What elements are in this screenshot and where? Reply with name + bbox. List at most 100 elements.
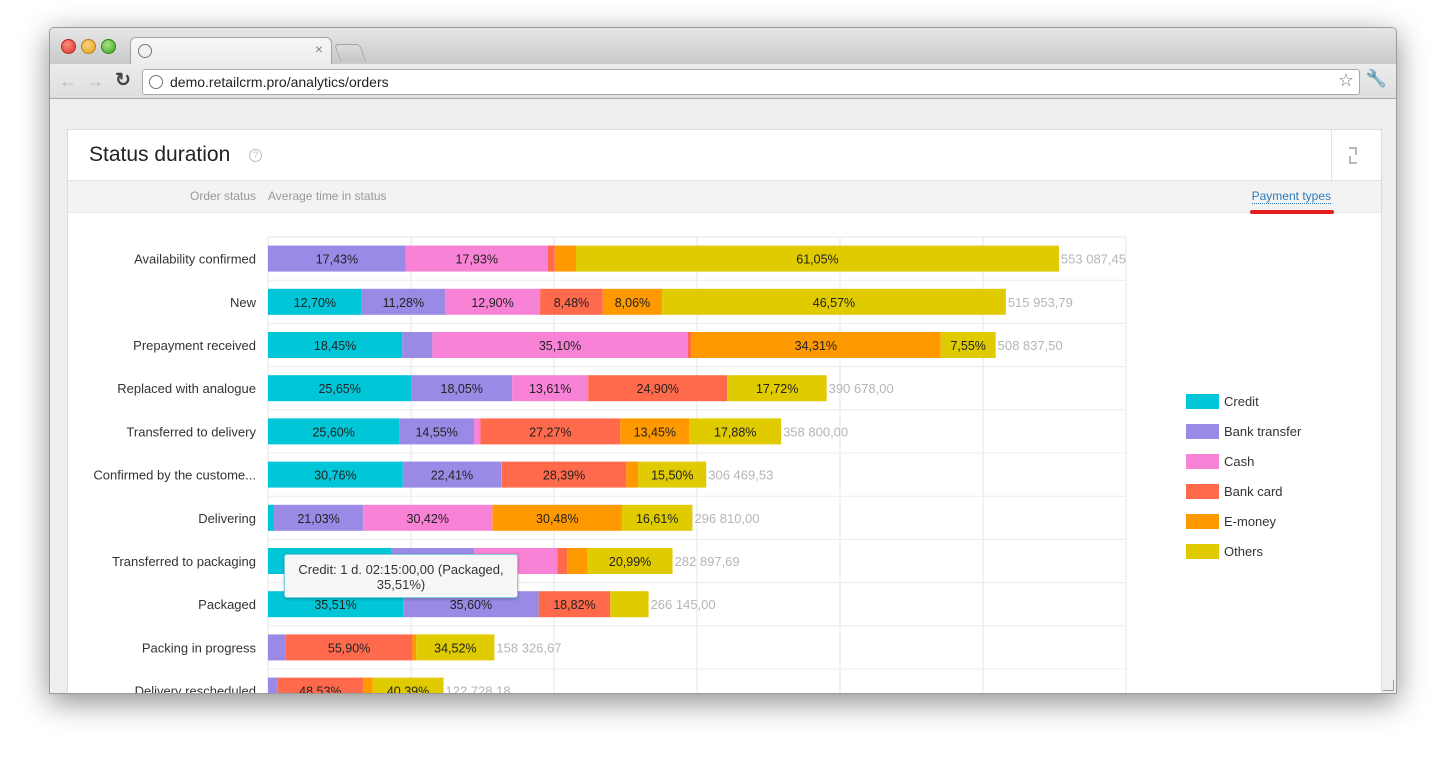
bar-segment: [399, 418, 475, 445]
chart-tooltip: Credit: 1 d. 02:15:00,00 (Packaged, 35,5…: [284, 554, 518, 598]
bar-segment: [501, 461, 502, 488]
bar-segment: [277, 677, 363, 693]
bar-segment: [940, 332, 996, 358]
segment-label: 24,90%: [637, 382, 679, 396]
bar-segment: [689, 418, 782, 445]
row-label: Packing in progress: [142, 640, 257, 655]
segment-label: 16,61%: [636, 512, 678, 526]
segment-label: 17,43%: [316, 253, 358, 267]
segment-label: 34,52%: [434, 641, 476, 655]
help-icon[interactable]: ?: [249, 149, 262, 162]
bar-segment: [268, 245, 406, 272]
segment-label: 55,90%: [328, 641, 370, 655]
bar-segment: [638, 461, 707, 488]
row-label: Prepayment received: [133, 338, 256, 353]
segment-label: 18,82%: [553, 598, 595, 612]
reload-icon[interactable]: ↻: [115, 70, 131, 91]
bar-segment: [268, 332, 403, 358]
legend-swatch: [1186, 544, 1219, 559]
segment-label: 18,45%: [314, 339, 356, 353]
segment-label: 25,60%: [312, 425, 354, 439]
segment-label: 48,53%: [299, 685, 341, 694]
segment-label: 13,45%: [634, 425, 676, 439]
forward-arrow-icon[interactable]: →: [86, 71, 104, 91]
bar-segment: [576, 245, 1059, 272]
browser-toolbar: ← → ↻ demo.retailcrm.pro/analytics/order…: [50, 64, 1396, 99]
row-total-label: 266 145,00: [651, 597, 716, 612]
bar-segment: [587, 548, 673, 574]
bar-segment: [285, 634, 413, 661]
row-label: New: [230, 295, 257, 310]
bar-segment: [687, 332, 692, 358]
page-content: Status duration ? Order status Average t…: [50, 99, 1396, 693]
bar-segment: [268, 461, 403, 488]
bar-segment: [727, 375, 827, 402]
bar-segment: [363, 504, 493, 531]
window-maximize-button[interactable]: [101, 39, 116, 54]
bar-segment: [567, 548, 588, 574]
new-tab-button[interactable]: [333, 44, 367, 61]
tab-average-time[interactable]: Average time in status: [268, 189, 387, 203]
row-total-label: 296 810,00: [694, 511, 759, 526]
row-total-label: 306 469,53: [708, 468, 773, 483]
row-total-label: 390 678,00: [829, 381, 894, 396]
segment-label: 8,06%: [615, 296, 650, 310]
bar-segment: [372, 677, 444, 693]
tooltip-line1: Credit: 1 d. 02:15:00,00 (Packaged,: [298, 562, 504, 577]
bar-segment: [662, 288, 1006, 315]
tooltip-line2: 35,51%): [376, 577, 426, 592]
status-duration-panel: Status duration ? Order status Average t…: [67, 129, 1382, 694]
legend-label: Bank card: [1224, 484, 1283, 499]
tab-payment-types[interactable]: Payment types: [1251, 189, 1331, 204]
bar-segment: [444, 288, 541, 315]
legend-swatch: [1186, 514, 1219, 529]
browser-window: × ← → ↻ demo.retailcrm.pro/analytics/ord…: [49, 27, 1397, 694]
back-arrow-icon[interactable]: ←: [59, 71, 77, 91]
legend-swatch: [1186, 424, 1219, 439]
address-bar[interactable]: demo.retailcrm.pro/analytics/orders ☆: [142, 69, 1360, 95]
row-total-label: 122 728,18: [446, 684, 511, 694]
row-label: Packaged: [198, 597, 256, 612]
segment-label: 11,28%: [383, 296, 424, 310]
legend-swatch: [1186, 454, 1219, 469]
bar-segment: [411, 375, 513, 402]
segment-label: 12,70%: [294, 296, 336, 310]
row-label: Availability confirmed: [134, 252, 256, 267]
segment-label: 30,42%: [407, 512, 449, 526]
segment-label: 21,03%: [297, 512, 339, 526]
row-total-label: 358 800,00: [783, 424, 848, 439]
segment-label: 17,88%: [714, 425, 756, 439]
bar-segment: [268, 677, 278, 693]
tab-order-status[interactable]: Order status: [190, 189, 257, 203]
resize-handle[interactable]: [1383, 680, 1394, 691]
tab-close-icon[interactable]: ×: [314, 41, 323, 57]
bar-segment: [621, 504, 693, 531]
bar-segment: [412, 634, 417, 661]
bar-segment: [626, 461, 639, 488]
segment-label: 7,55%: [950, 339, 985, 353]
expand-icon[interactable]: [1331, 130, 1381, 180]
browser-tab[interactable]: ×: [130, 37, 332, 65]
bar-segment: [554, 245, 577, 272]
segment-label: 17,72%: [756, 382, 798, 396]
segment-label: 28,39%: [543, 469, 585, 483]
segment-label: 13,61%: [529, 382, 571, 396]
bar-segment: [602, 288, 663, 315]
segment-label: 46,57%: [813, 296, 855, 310]
stacked-bar-chart: Availability confirmed 17,43% 17,93% 61,05%…: [93, 236, 1127, 694]
bookmark-star-icon[interactable]: ☆: [1337, 70, 1354, 90]
segment-label: 40,39%: [387, 685, 429, 694]
window-close-button[interactable]: [61, 39, 76, 54]
window-minimize-button[interactable]: [81, 39, 96, 54]
row-total-label: 553 087,45: [1061, 252, 1126, 267]
segment-label: 20,99%: [609, 555, 651, 569]
active-tab-indicator: [1250, 210, 1334, 214]
legend-label: Bank transfer: [1224, 424, 1302, 439]
bar-segment: [268, 288, 362, 315]
row-label: Delivery rescheduled: [135, 684, 256, 694]
segment-label: 30,48%: [536, 512, 578, 526]
url-text: demo.retailcrm.pro/analytics/orders: [170, 74, 389, 90]
wrench-icon[interactable]: 🔧: [1365, 69, 1387, 88]
segment-label: 61,05%: [796, 253, 838, 267]
bar-segment: [268, 634, 286, 661]
